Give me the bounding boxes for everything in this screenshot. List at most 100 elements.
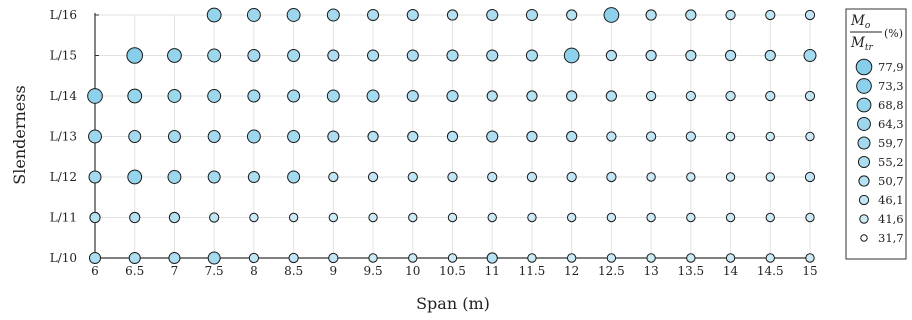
data-point	[328, 171, 339, 183]
data-point	[566, 253, 577, 263]
legend-entry-label: 77,9	[878, 60, 904, 74]
data-point	[566, 130, 578, 143]
x-tick-label: 7	[171, 264, 179, 278]
data-point	[805, 131, 815, 142]
data-point	[247, 49, 261, 62]
data-point	[566, 90, 578, 102]
data-point	[685, 131, 696, 142]
data-point	[765, 131, 775, 142]
data-point	[206, 7, 222, 23]
data-point	[566, 171, 577, 183]
data-point	[646, 212, 656, 223]
data-point	[725, 253, 736, 263]
y-tick-label: L/12	[50, 170, 77, 184]
legend-marker	[855, 58, 873, 76]
data-point	[725, 131, 736, 142]
data-point	[366, 89, 380, 103]
data-point	[446, 49, 459, 62]
data-point	[603, 7, 620, 23]
data-point	[606, 171, 617, 183]
legend-marker	[858, 194, 870, 206]
legend-entry-label: 50,7	[878, 174, 904, 188]
data-point	[765, 253, 775, 263]
y-tick-label: L/14	[50, 89, 78, 103]
legend-entry-label: 46,1	[878, 193, 904, 207]
data-point	[406, 49, 419, 62]
data-point	[367, 171, 379, 183]
data-point	[526, 130, 538, 143]
data-point	[328, 212, 339, 223]
x-tick-label: 12.5	[598, 264, 625, 278]
data-point	[686, 212, 696, 223]
data-point	[368, 212, 378, 223]
data-point	[287, 89, 301, 103]
data-point	[646, 253, 656, 263]
data-point	[686, 253, 696, 263]
y-tick-label: L/16	[50, 8, 77, 22]
data-point	[447, 171, 458, 183]
data-point	[765, 172, 775, 182]
legend-marker	[858, 175, 870, 187]
data-point	[129, 211, 141, 224]
x-tick-label: 6.5	[125, 264, 144, 278]
data-point	[606, 212, 617, 223]
data-point	[765, 9, 776, 21]
legend-entry-label: 31,7	[878, 231, 904, 245]
legend: Mo Mtr (%) 77,9 73,3 68,8 64,3 59,7 55,2 50,7 4…	[845, 8, 907, 260]
y-tick-label: L/13	[50, 130, 77, 144]
legend-marker	[857, 155, 871, 169]
legend-marker	[856, 78, 872, 94]
data-point	[486, 130, 499, 143]
y-tick-labels: L/10 L/11 L/12 L/13 L/14 L/15 L/16	[50, 8, 99, 265]
data-point	[286, 8, 301, 22]
data-point	[563, 47, 580, 64]
data-point	[725, 172, 736, 182]
x-tick-label: 11	[485, 264, 500, 278]
data-point	[168, 251, 181, 265]
legend-entry-label: 55,2	[878, 155, 904, 169]
data-point	[367, 49, 380, 62]
data-point	[328, 252, 339, 264]
data-point	[408, 253, 418, 263]
data-point	[525, 8, 538, 22]
data-point	[446, 9, 459, 21]
legend-title-numerator: Mo	[850, 13, 871, 31]
x-tick-label: 6	[91, 264, 99, 278]
data-point	[207, 251, 221, 265]
data-point	[207, 170, 221, 184]
data-point	[287, 130, 301, 143]
data-point	[486, 252, 498, 264]
data-point	[527, 253, 537, 263]
x-tick-label: 13	[643, 264, 658, 278]
data-point	[88, 170, 102, 184]
legend-title: Mo Mtr (%)	[850, 13, 903, 53]
data-point	[487, 212, 497, 223]
x-tick-label: 9.5	[364, 264, 383, 278]
legend-box	[845, 8, 907, 260]
data-point	[87, 88, 103, 104]
x-tick-label: 15	[802, 264, 817, 278]
data-point	[246, 8, 261, 22]
legend-entry-label: 68,8	[878, 98, 904, 112]
legend-entry-label: 73,3	[878, 79, 904, 93]
data-point	[645, 49, 657, 62]
legend-entry-label: 59,7	[878, 136, 904, 150]
data-points	[87, 7, 817, 265]
data-point	[447, 212, 458, 223]
data-point	[408, 212, 418, 223]
data-point	[446, 130, 459, 143]
data-point	[805, 253, 815, 263]
data-point	[685, 49, 697, 62]
data-point	[288, 252, 299, 264]
y-tick-label: L/10	[50, 251, 77, 265]
data-point	[725, 90, 736, 102]
data-point	[605, 90, 617, 102]
data-point	[127, 88, 143, 104]
data-point	[247, 89, 261, 103]
data-point	[606, 253, 617, 263]
data-point	[566, 212, 577, 223]
data-point	[646, 172, 656, 182]
x-tick-label: 13.5	[677, 264, 704, 278]
data-point	[249, 212, 259, 223]
